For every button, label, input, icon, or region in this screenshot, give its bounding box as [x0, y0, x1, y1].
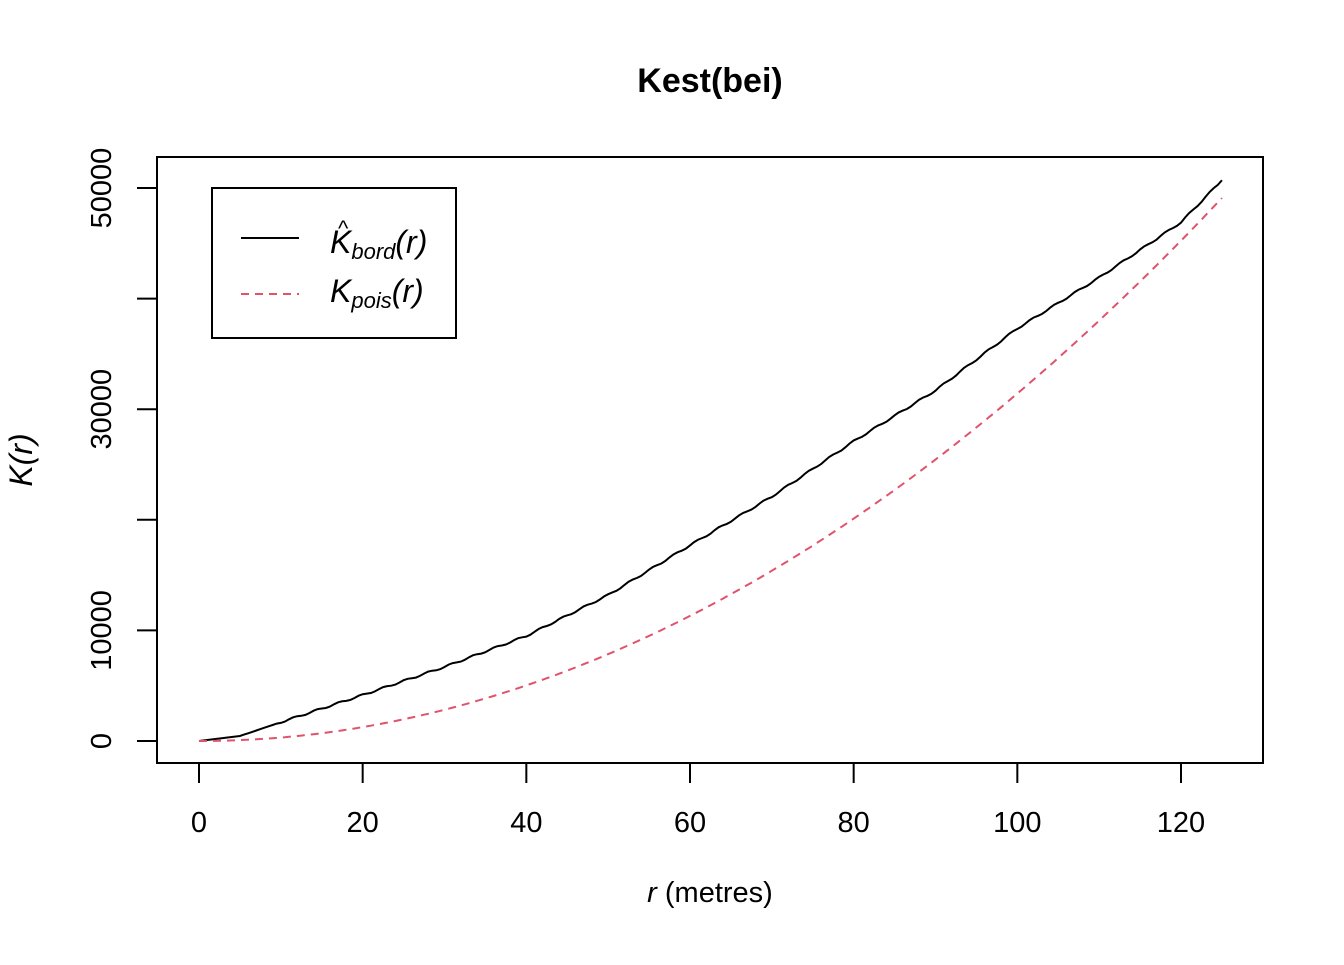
y-tick-label: 30000	[86, 369, 118, 450]
legend-hat: ^	[338, 216, 349, 241]
y-tick-label: 10000	[86, 590, 118, 671]
legend-label-kpois: Kpois(r)	[330, 273, 424, 313]
plot-frame	[156, 156, 1264, 764]
legend-box	[211, 187, 457, 339]
x-axis-label: r (metres)	[647, 877, 773, 909]
x-tick-label: 100	[993, 807, 1041, 839]
x-tick-label: 20	[347, 807, 379, 839]
legend-label-kbord: ^Kbord(r)	[330, 216, 427, 264]
y-tick-label: 50000	[86, 148, 118, 229]
x-tick-label: 0	[191, 807, 207, 839]
x-tick-label: 120	[1157, 807, 1205, 839]
y-axis-label: K(r)	[3, 433, 39, 486]
series-line-kpois	[199, 197, 1223, 742]
chart-title: Kest(bei)	[637, 62, 782, 100]
x-tick-label: 40	[510, 807, 542, 839]
y-tick-label: 0	[86, 733, 118, 749]
y-axis: 0 10000 30000 50000	[86, 148, 157, 749]
x-axis: 0 20 40 60 80 100 120	[191, 763, 1205, 839]
x-tick-label: 80	[838, 807, 870, 839]
x-tick-label: 60	[674, 807, 706, 839]
legend: ^Kbord(r) Kpois(r)	[211, 187, 457, 339]
series-line-kbord	[198, 179, 1223, 742]
